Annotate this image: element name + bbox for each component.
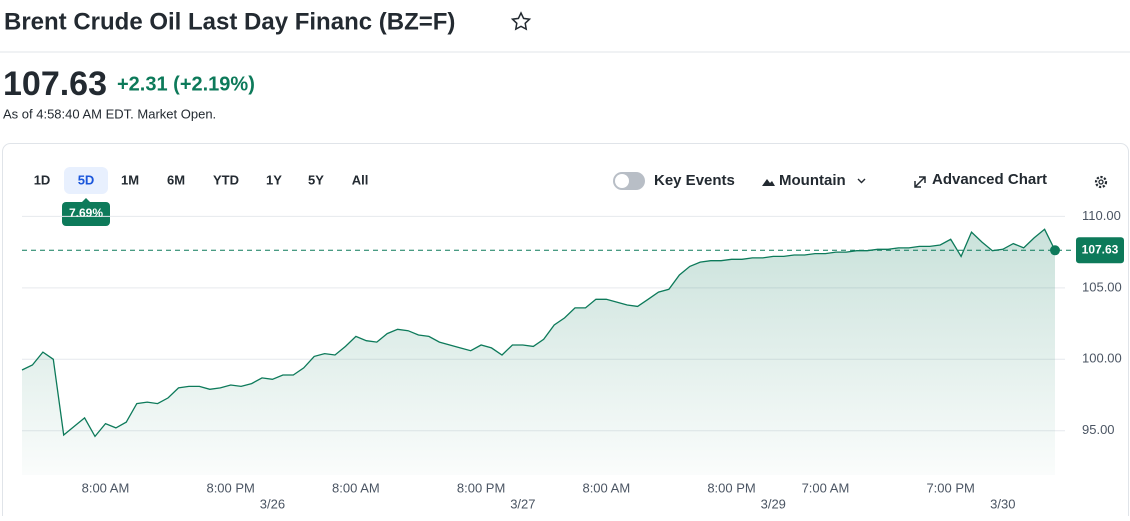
expand-icon <box>914 176 926 188</box>
range-tab[interactable]: YTD <box>213 172 239 187</box>
range-tab[interactable]: All <box>352 172 369 187</box>
range-change-badge <box>62 202 110 226</box>
watchlist-star[interactable] <box>510 11 532 31</box>
plot: 95.00 100.00 105.00 110.00 8:00 AM 8:00 PM 8:0… <box>21 208 1124 511</box>
last-price-badge <box>1076 237 1124 264</box>
range-change: 7.69% <box>69 206 103 220</box>
range-tab[interactable]: 1M <box>121 172 139 187</box>
gear-center <box>1098 179 1104 185</box>
mountain-icon <box>762 179 775 186</box>
toggle-knob <box>615 174 629 188</box>
chart-type[interactable]: Mountain <box>779 172 846 189</box>
as-of: As of 4:58:40 AM EDT. Market Open. <box>3 106 216 121</box>
x-tick-label: 7:00 AM <box>802 480 850 495</box>
y-tick-label: 105.00 <box>1082 279 1122 294</box>
chart-card <box>2 143 1129 521</box>
x-tick-label: 7:00 PM <box>926 480 974 495</box>
x-tick-label: 8:00 AM <box>332 480 380 495</box>
x-date-label: 3/26 <box>260 496 285 511</box>
x-tick-label: 8:00 PM <box>707 480 755 495</box>
price-line <box>21 228 1056 438</box>
key-events[interactable]: Key Events <box>654 172 735 189</box>
range-tab[interactable]: 5D <box>78 172 95 187</box>
range-tab[interactable]: 1Y <box>266 172 282 187</box>
area-fill <box>22 229 1055 475</box>
x-tick-label: 8:00 AM <box>582 480 630 495</box>
advanced-chart[interactable]: Advanced Chart <box>932 171 1047 188</box>
x-tick-label: 8:00 PM <box>206 480 254 495</box>
last-price-label: 107.63 <box>1082 242 1119 256</box>
x-date-label: 3/30 <box>990 496 1015 511</box>
x-tick-label: 8:00 AM <box>82 480 130 495</box>
price-change: +2.31 (+2.19%) <box>117 73 255 95</box>
tooltip-arrow <box>81 198 91 203</box>
price: 107.63 <box>3 65 107 103</box>
x-date-label: 3/27 <box>510 496 535 511</box>
range-tab[interactable]: 6M <box>167 172 185 187</box>
y-tick-label: 100.00 <box>1082 351 1122 366</box>
y-tick-label: 110.00 <box>1082 208 1121 223</box>
last-point <box>1050 245 1060 256</box>
settings-gear[interactable] <box>1094 175 1108 189</box>
y-tick-label: 95.00 <box>1082 422 1115 437</box>
x-date-label: 3/29 <box>761 496 786 511</box>
range-tab[interactable]: 1D <box>34 172 51 187</box>
range-tabs: 1D 5D 7.69% 1M 6M YTD 1Y 5Y All <box>34 167 369 226</box>
range-tab[interactable]: 5Y <box>308 172 324 187</box>
dropdown-chevron <box>857 178 866 184</box>
title: Brent Crude Oil Last Day Financ (BZ=F) <box>4 8 455 35</box>
active-tab-bg <box>64 167 108 194</box>
x-tick-label: 8:00 PM <box>457 480 505 495</box>
